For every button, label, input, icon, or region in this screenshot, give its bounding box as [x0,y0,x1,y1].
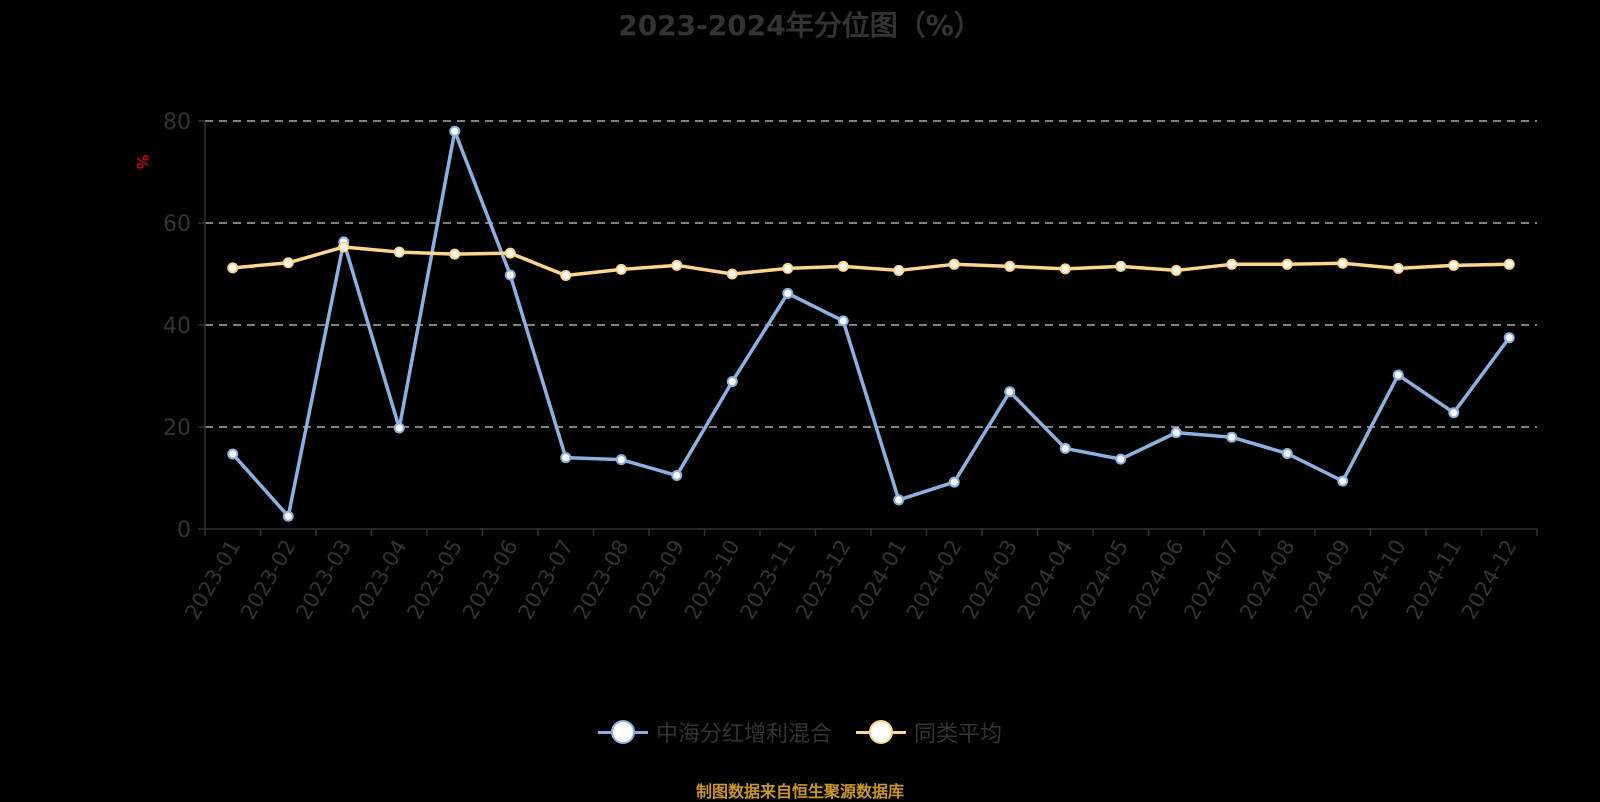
y-tick-label: 20 [163,416,191,441]
fund-data-point[interactable] [1392,369,1404,381]
legend-marker-fund-icon [597,720,648,744]
peer-average-data-point[interactable] [726,268,738,280]
x-tick-label: 2023-04 [347,536,412,624]
peer-average-data-point[interactable] [338,241,350,253]
fund-data-point[interactable] [393,422,405,434]
x-tick-label: 2023-06 [458,536,523,624]
fund-data-point[interactable] [227,448,239,460]
fund-data-point[interactable] [1281,448,1293,460]
peer-average-data-point[interactable] [1059,263,1071,275]
fund-data-point[interactable] [837,315,849,327]
peer-average-data-point[interactable] [1337,257,1349,269]
x-tick-label: 2024-07 [1179,536,1244,624]
peer-average-data-point[interactable] [948,258,960,270]
y-tick-label: 80 [163,110,191,135]
x-tick-label: 2024-08 [1235,536,1300,624]
chart-title: 2023-2024年分位图（%） [618,9,982,42]
x-tick-label: 2023-08 [569,536,634,624]
x-tick-label: 2023-03 [291,536,356,624]
peer-average-data-point[interactable] [837,260,849,272]
fund-data-point[interactable] [449,125,461,137]
fund-data-point[interactable] [893,494,905,506]
fund-data-point[interactable] [504,269,516,281]
legend-marker-peer-average-icon [856,720,906,744]
x-tick-label: 2024-02 [902,536,967,624]
line-chart: 020406080%2023-012023-022023-032023-0420… [133,110,1538,624]
peer-average-data-point[interactable] [1392,262,1404,274]
x-tick-label: 2024-04 [1013,536,1078,624]
x-tick-label: 2023-07 [513,536,578,624]
peer-average-data-point[interactable] [782,262,794,274]
peer-average-data-point[interactable] [282,257,294,269]
x-tick-label: 2023-02 [236,536,301,624]
x-tick-label: 2024-11 [1401,536,1466,624]
peer-average-data-point[interactable] [227,262,239,274]
fund-data-point[interactable] [1337,475,1349,487]
data-source-note: 制图数据来自恒生聚源数据库 [695,782,904,801]
fund-data-point[interactable] [782,287,794,299]
fund-data-point[interactable] [948,476,960,488]
peer-average-data-point[interactable] [1004,260,1016,272]
x-tick-label: 2024-03 [957,536,1022,624]
fund-data-point[interactable] [1170,427,1182,439]
fund-data-point[interactable] [1448,407,1460,419]
y-tick-label: 40 [163,314,191,339]
fund-data-point[interactable] [560,452,572,464]
fund-data-point[interactable] [1059,442,1071,454]
peer-average-data-point[interactable] [449,248,461,260]
peer-average-data-point[interactable] [893,264,905,276]
x-tick-label: 2024-12 [1457,536,1522,624]
legend-label-fund: 中海分红增利混合 [655,722,832,747]
legend: 中海分红增利混合 同类平均 [0,716,1600,748]
fund-data-point[interactable] [1226,431,1238,443]
x-tick-label: 2023-10 [680,536,745,624]
peer-average-data-point[interactable] [615,263,627,275]
peer-average-data-point[interactable] [1115,260,1127,272]
peer-average-data-point[interactable] [1170,264,1182,276]
peer-average-data-point[interactable] [1448,259,1460,271]
peer-average-data-point[interactable] [393,246,405,258]
fund-data-point[interactable] [726,376,738,388]
x-tick-label: 2023-01 [180,536,245,624]
peer-average-data-point[interactable] [504,247,516,259]
peer-average-data-point[interactable] [1226,258,1238,270]
y-tick-label: 60 [163,212,191,237]
fund-data-point[interactable] [282,510,294,522]
fund-data-point[interactable] [615,454,627,466]
fund-data-point[interactable] [1503,332,1515,344]
fund-data-point[interactable] [671,469,683,481]
legend-item-fund[interactable]: 中海分红增利混合 [597,716,832,748]
x-tick-label: 2024-01 [846,536,911,624]
x-tick-label: 2024-09 [1290,536,1355,624]
peer-average-data-point[interactable] [1281,258,1293,270]
x-tick-label: 2024-05 [1068,536,1133,624]
peer-average-data-point[interactable] [671,259,683,271]
x-tick-label: 2024-06 [1124,536,1189,624]
x-tick-label: 2023-05 [402,536,467,624]
peer-average-data-point[interactable] [560,270,572,282]
x-tick-label: 2023-09 [624,536,689,624]
legend-label-peer-average: 同类平均 [914,722,1003,747]
y-tick-label: 0 [177,518,191,543]
fund-series-line [231,129,1511,518]
peer-average-series-line [232,245,1510,278]
fund-data-point[interactable] [1004,386,1016,398]
x-tick-label: 2024-10 [1346,536,1411,624]
x-tick-label: 2023-11 [735,536,800,624]
fund-data-point[interactable] [1115,453,1127,465]
y-axis-label: % [133,154,152,169]
peer-average-data-point[interactable] [1503,258,1515,270]
x-tick-label: 2023-12 [791,536,856,624]
legend-item-peer-average[interactable]: 同类平均 [856,716,1002,748]
